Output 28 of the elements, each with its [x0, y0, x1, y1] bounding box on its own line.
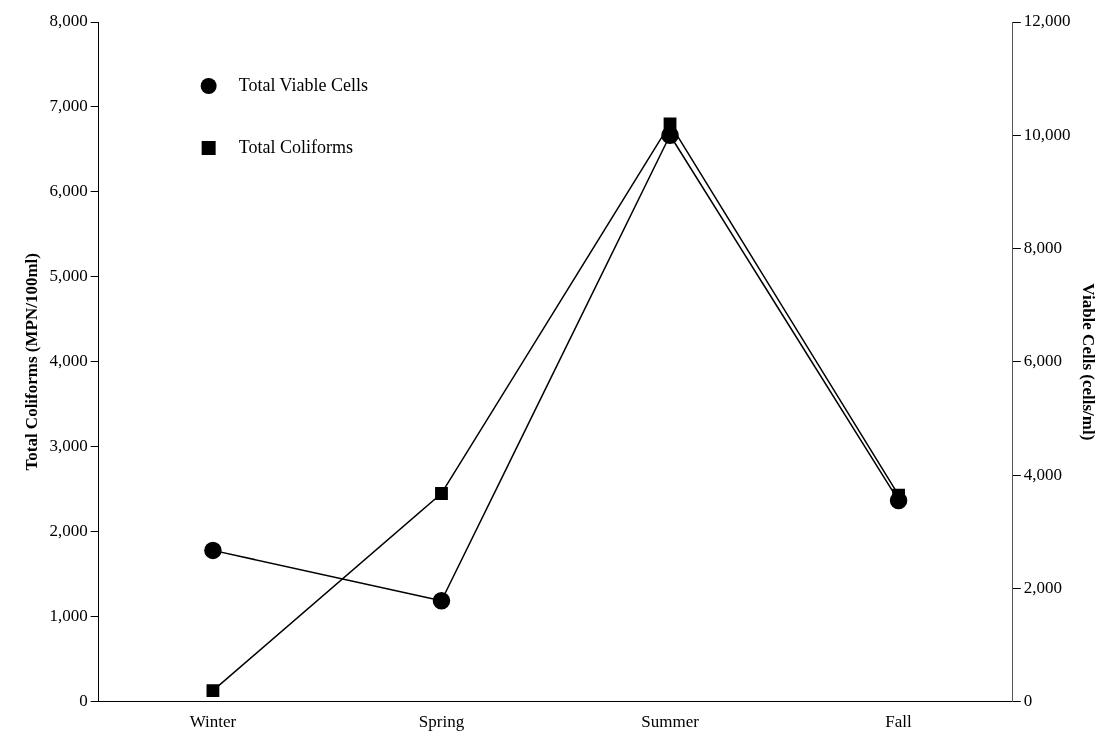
point: [432, 592, 451, 610]
y-tick-label: 3,000: [49, 436, 88, 456]
y-tick-label: 7,000: [49, 96, 88, 116]
y-tick-label: 2,000: [49, 521, 88, 541]
x-tick-label: Winter: [189, 712, 237, 732]
point: [435, 487, 448, 500]
x-tick-label: Summer: [641, 712, 700, 732]
y2-tick-label: 4,000: [1023, 464, 1063, 484]
y2-axis-title: Viable Cells (cells/ml): [1079, 283, 1099, 441]
x-tick-label: Spring: [418, 712, 465, 732]
y2-tick-label: 0: [1023, 691, 1033, 711]
y2-tick-label: 12,000: [1023, 11, 1071, 31]
y2-tick-label: 6,000: [1023, 351, 1063, 371]
y-tick-label: 8,000: [49, 11, 88, 31]
y2-tick-label: 8,000: [1023, 238, 1063, 257]
y-axis-title: Total Coliforms (MPN/100ml): [21, 253, 41, 471]
y-tick-label: 0: [79, 691, 88, 711]
legend-label: Total Coliforms: [238, 136, 353, 157]
y-tick-label: 4,000: [49, 351, 88, 371]
y-tick-label: 1,000: [49, 606, 88, 626]
y2-tick-label: 10,000: [1023, 124, 1071, 144]
y2-tick-label: 2,000: [1023, 577, 1063, 597]
x-tick-label: Fall: [885, 712, 913, 732]
y-tick-label: 6,000: [49, 181, 88, 201]
point: [204, 541, 222, 560]
y-tick-label: 5,000: [49, 266, 88, 286]
legend-label: Total Viable Cells: [238, 74, 368, 95]
point: [206, 684, 220, 697]
